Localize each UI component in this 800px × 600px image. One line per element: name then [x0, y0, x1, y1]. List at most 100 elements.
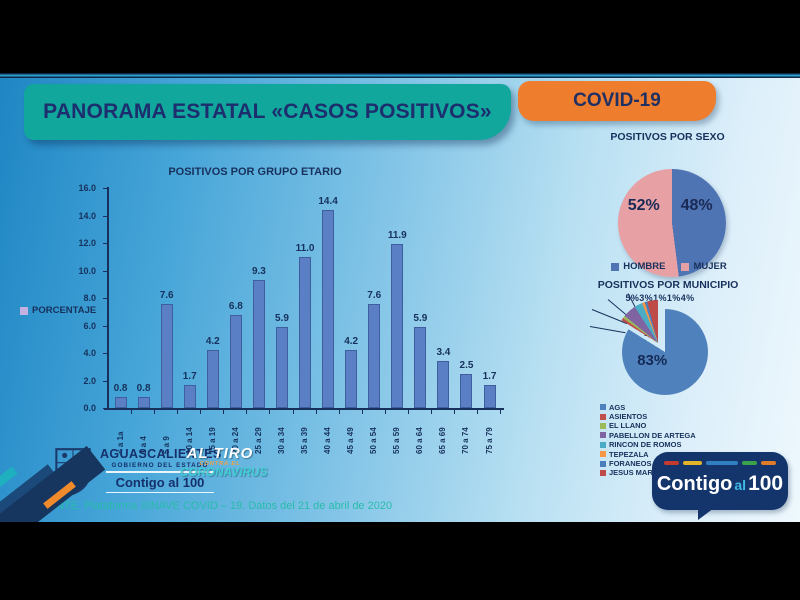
al-tiro-line1: AL TIRO — [186, 445, 254, 462]
legend-label: RINCON DE ROMOS — [609, 440, 682, 450]
legend-swatch — [600, 422, 606, 429]
y-tick-label: 2.0 — [83, 375, 96, 386]
main-title-banner: PANORAMA ESTATAL «CASOS POSITIVOS» — [24, 84, 511, 140]
al-tiro-logo: AL TIRO CONTRA EL CORONAVIRUS — [180, 445, 267, 479]
x-tick-30 a 34: 30 a 34 — [270, 410, 294, 454]
legend-item-el-llano: EL LLANO — [600, 421, 696, 431]
logo-dash — [664, 461, 680, 465]
bar-35 a 39: 11.0 — [294, 188, 317, 408]
bar-75 a 79: 1.7 — [478, 188, 501, 408]
al-tiro-contra-el: CONTRA EL — [199, 461, 241, 467]
bar-value-label: 6.8 — [228, 300, 243, 312]
covid-badge-label: COVID-19 — [573, 90, 661, 111]
bar-chart-title: POSITIVOS POR GRUPO ETARIO — [168, 166, 342, 178]
bar-50 a 54: 7.6 — [363, 188, 386, 408]
bar-45 a 49: 4.2 — [340, 188, 363, 408]
gov-subtitle: GOBIERNO DEL ESTADO — [111, 462, 209, 469]
municipio-pie-chart: 83% — [615, 300, 708, 395]
bar-value-label: 2.5 — [459, 359, 474, 371]
legend-label: FORANEOS — [609, 459, 652, 469]
x-tick-75 a 79: 75 a 79 — [478, 410, 502, 454]
y-tick-label: 6.0 — [83, 320, 96, 331]
x-tick-45 a 49: 45 a 49 — [340, 410, 363, 454]
legend-item-rincon-de-romos: RINCON DE ROMOS — [600, 440, 696, 450]
legend-label: AGS — [609, 402, 626, 412]
page-title: PANORAMA ESTATAL «CASOS POSITIVOS» — [43, 100, 492, 123]
legend-swatch — [600, 404, 606, 411]
legend-item-asientos: ASIENTOS — [600, 412, 696, 421]
y-tick-label: 4.0 — [83, 348, 96, 358]
gov-divider — [106, 471, 214, 473]
y-axis-line — [107, 187, 109, 409]
source-text: FUENTE. Plataforma SINAVE COVID – 19. Da… — [34, 500, 393, 512]
bar-10 a 14: 1.7 — [178, 188, 201, 408]
x-tick-35 a 39: 35 a 39 — [294, 410, 317, 454]
hombre-swatch — [611, 262, 620, 271]
gov-divider — [106, 491, 214, 493]
bar-value-label: 4.2 — [344, 336, 359, 348]
y-tick-label: 16.0 — [78, 183, 96, 193]
x-tick-65 a 69: 65 a 69 — [432, 410, 456, 454]
dashboard-slide: PANORAMA ESTATAL «CASOS POSITIVOS» COVID… — [0, 73, 800, 522]
mujer-label: MUJER — [693, 261, 727, 272]
sex-pie-chart: 48% 52% — [618, 169, 726, 277]
bar-value-label: 5.9 — [275, 312, 289, 324]
bar-60 a 64: 5.9 — [409, 188, 432, 408]
bar-value-label: 3.4 — [436, 347, 451, 359]
legend-item-jesus-maria: JESUS MARIA — [600, 468, 696, 478]
logo-dashes — [664, 461, 777, 465]
legend-item-foraneos: FORANEOS — [600, 459, 696, 469]
porcentaje-label: PORCENTAJE — [32, 305, 97, 316]
logo-contigo: Contigo — [656, 473, 733, 495]
top-border-strip — [0, 73, 800, 78]
x-axis-line — [104, 408, 504, 410]
logo-dash — [683, 461, 702, 465]
corner-stripe-teal — [0, 466, 18, 490]
legend-item-pabellon-de-artega: PABELLON DE ARTEGA — [600, 430, 696, 440]
legend-item-ags: AGS — [600, 402, 696, 412]
bar-chart-plot: 0.8 0.8 7.6 1.7 4.2 6.8 9.3 5.9 11.0 14.4 4.2 7.6 11… — [109, 188, 501, 408]
sex-pie-label-hombre: 48% — [680, 197, 713, 215]
logo-text: Contigo al100 — [652, 472, 788, 496]
municipio-small-slice-labels: 5%3%1%1%4% — [625, 293, 695, 303]
y-tick-label: 8.0 — [83, 293, 96, 303]
logo-100: 100 — [748, 472, 784, 495]
legend-label: EL LLANO — [609, 421, 647, 431]
mujer-swatch — [681, 262, 690, 271]
x-tick-55 a 59: 55 a 59 — [386, 410, 409, 454]
bar-value-label: 1.7 — [482, 370, 497, 382]
municipio-ags-slice — [622, 309, 708, 395]
porcentaje-swatch — [20, 306, 28, 315]
bar-value-label: 4.2 — [205, 336, 220, 348]
legend-label: PABELLON DE ARTEGA — [609, 430, 696, 440]
covid-badge: COVID-19 — [518, 81, 716, 121]
y-axis-labels: 16.0 14.0 12.0 10.0 8.0 6.0 4.0 2.0 0.0 — [66, 183, 102, 413]
logo-al: al — [734, 477, 747, 493]
gov-name: AGUASCALIENTES — [100, 447, 222, 461]
y-tick-label: 12.0 — [78, 238, 96, 248]
bar-55 a 59: 11.9 — [386, 188, 409, 408]
legend-item-tepezala: TEPEZALA — [600, 449, 696, 459]
logo-dash — [705, 461, 738, 465]
bar-value-label: 9.3 — [251, 266, 266, 278]
bar-value-label: 0.8 — [113, 383, 128, 394]
legend-label: TEPEZALA — [609, 449, 649, 459]
x-tick-15 a 19: 15 a 19 — [201, 410, 225, 454]
y-tick-label: 10.0 — [78, 265, 96, 276]
hombre-label: HOMBRE — [623, 261, 666, 272]
contigo-al-100-logo: Contigo al100 — [652, 452, 788, 520]
bar-15 a 19: 4.2 — [201, 188, 224, 408]
legend-label: JESUS MARIA — [609, 468, 661, 478]
bar-1 a 4: 0.8 — [132, 188, 155, 408]
legend-swatch — [600, 441, 606, 448]
bar-5 a 9: 7.6 — [155, 188, 178, 408]
bar-value-label: 14.4 — [318, 196, 338, 207]
y-tick-label: 14.0 — [78, 210, 96, 221]
legend-swatch — [600, 460, 606, 467]
legend-item-mujer: MUJER — [681, 261, 727, 272]
sex-pie-legend: HOMBRE MUJER — [555, 261, 783, 272]
x-tick-< a 1a: < a 1a — [109, 410, 133, 454]
bar-25 a 29: 9.3 — [247, 188, 270, 408]
